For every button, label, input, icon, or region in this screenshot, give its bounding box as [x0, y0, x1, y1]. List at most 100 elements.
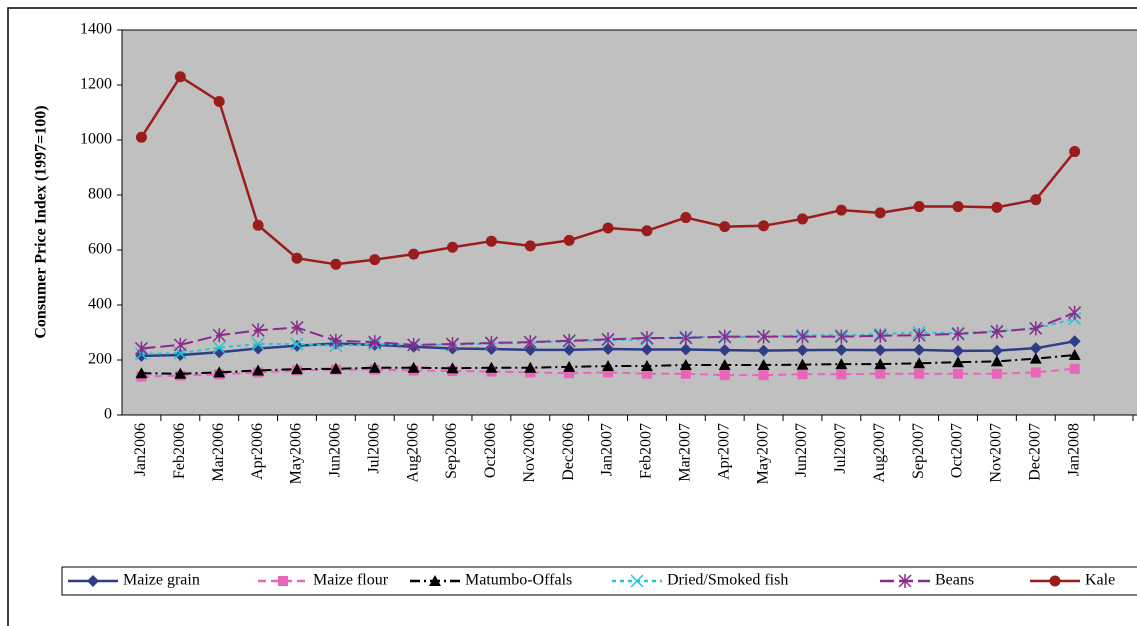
- y-tick-label: 800: [88, 186, 112, 203]
- data-point: [290, 363, 303, 375]
- data-point: [290, 337, 304, 351]
- data-point: [524, 240, 536, 252]
- data-point: [1069, 363, 1080, 374]
- x-tick-label: Sep2006: [443, 423, 460, 479]
- data-point: [1069, 146, 1081, 158]
- x-tick-label: Dec2006: [560, 423, 577, 481]
- data-point: [795, 329, 810, 344]
- data-point: [913, 357, 926, 369]
- data-point: [873, 328, 887, 343]
- data-point: [407, 337, 421, 352]
- data-point: [524, 361, 537, 373]
- data-point: [135, 349, 148, 362]
- data-point: [291, 252, 303, 264]
- data-point: [953, 368, 964, 379]
- data-point: [174, 71, 186, 83]
- data-point: [758, 370, 769, 381]
- x-tick-label: May2007: [754, 423, 771, 484]
- data-point: [134, 341, 148, 356]
- data-point: [173, 337, 187, 352]
- data-point: [641, 225, 653, 237]
- legend-marker: [1049, 575, 1061, 587]
- data-point: [213, 346, 226, 359]
- x-tick-label: Jul2007: [832, 423, 849, 474]
- data-point: [952, 356, 965, 368]
- legend-marker: [278, 576, 288, 586]
- data-point: [952, 201, 964, 213]
- data-point: [757, 358, 770, 370]
- data-point: [408, 248, 420, 260]
- data-point: [135, 367, 148, 379]
- data-point: [329, 362, 342, 374]
- y-tick-label: 0: [104, 406, 112, 423]
- data-point: [836, 369, 847, 380]
- x-tick-label: Oct2006: [482, 423, 499, 478]
- data-point: [213, 96, 225, 107]
- x-tick-label: Nov2007: [988, 423, 1005, 483]
- data-point: [990, 355, 1003, 367]
- data-point: [445, 337, 460, 352]
- data-point: [874, 344, 887, 357]
- x-tick-label: Sep2007: [910, 423, 927, 479]
- data-point: [757, 344, 770, 357]
- data-point: [796, 344, 809, 357]
- data-point: [601, 332, 615, 347]
- data-point: [874, 358, 887, 370]
- data-point: [1029, 352, 1042, 364]
- data-point: [447, 241, 459, 253]
- data-point: [368, 335, 382, 350]
- data-point: [485, 361, 498, 373]
- data-point: [835, 343, 848, 356]
- data-point: [484, 335, 498, 350]
- data-point: [914, 368, 925, 379]
- data-point: [834, 329, 848, 344]
- data-point: [523, 335, 537, 350]
- data-point: [212, 328, 226, 343]
- data-point: [407, 361, 420, 373]
- data-point: [718, 344, 731, 357]
- legend-label: Matumbo-Offals: [465, 572, 572, 589]
- data-point: [680, 368, 691, 379]
- data-point: [912, 328, 926, 343]
- data-point: [524, 343, 537, 356]
- x-tick-label: Dec2007: [1026, 423, 1043, 481]
- x-tick-label: Oct2007: [949, 423, 966, 478]
- x-tick-label: Mar2006: [210, 423, 227, 482]
- x-tick-label: Jul2006: [365, 423, 382, 474]
- legend-marker: [87, 575, 99, 587]
- figure-frame: [7, 7, 1137, 626]
- data-point: [990, 344, 1003, 357]
- data-point: [602, 360, 615, 372]
- data-point: [797, 369, 808, 380]
- x-tick-label: Jan2006: [132, 423, 149, 476]
- data-point: [679, 358, 692, 370]
- data-point: [641, 368, 652, 379]
- data-point: [679, 331, 693, 345]
- data-point: [640, 343, 653, 356]
- data-point: [1068, 335, 1081, 348]
- data-point: [368, 361, 381, 373]
- x-tick-label: Jun2006: [327, 423, 344, 477]
- data-point: [757, 329, 771, 344]
- data-point: [564, 368, 575, 379]
- data-point: [875, 368, 886, 379]
- data-point: [290, 320, 304, 335]
- data-point: [679, 343, 692, 356]
- data-point: [952, 344, 965, 357]
- y-tick-label: 1000: [80, 131, 112, 148]
- data-point: [951, 326, 965, 341]
- data-point: [329, 333, 343, 348]
- legend-label: Maize grain: [123, 572, 200, 589]
- x-tick-label: Feb2007: [638, 423, 655, 479]
- data-point: [991, 368, 1002, 379]
- data-point: [835, 204, 847, 216]
- legend-marker: [630, 574, 644, 588]
- data-point: [252, 364, 265, 376]
- data-point: [991, 201, 1003, 213]
- legend-label: Beans: [935, 572, 974, 589]
- data-point: [913, 201, 925, 213]
- data-point: [446, 362, 459, 374]
- data-point: [174, 367, 187, 379]
- y-tick-label: 200: [88, 351, 112, 368]
